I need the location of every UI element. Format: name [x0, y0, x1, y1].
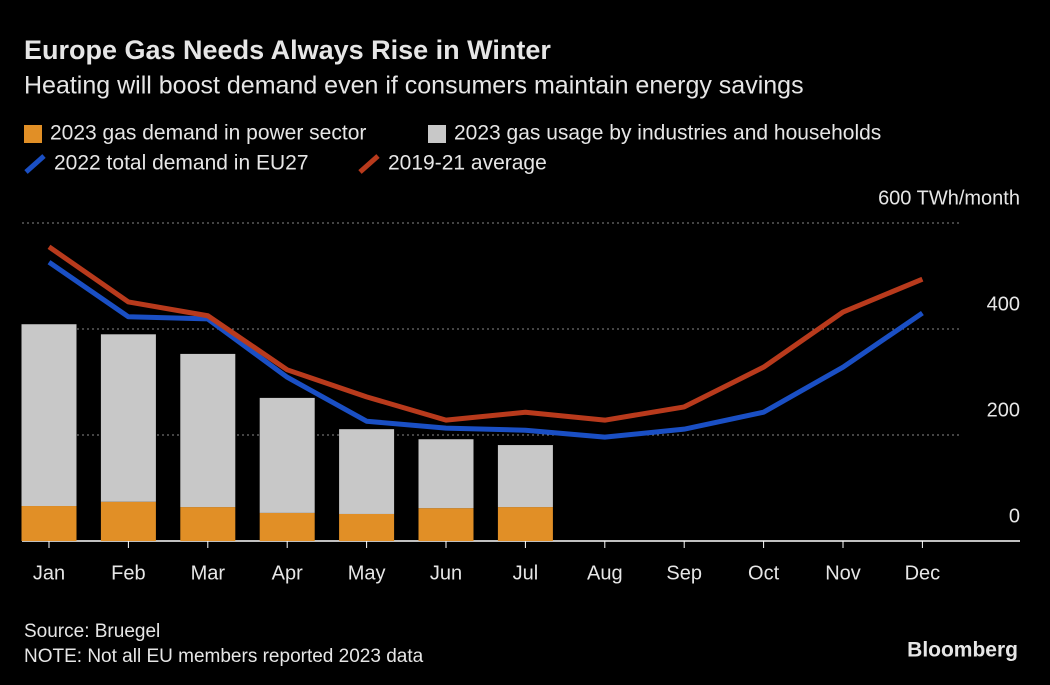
x-tick-label: Jun — [430, 562, 462, 584]
x-tick-label: Sep — [666, 562, 702, 584]
x-tick-label: Oct — [748, 562, 780, 584]
bar — [339, 429, 395, 514]
line — [47, 244, 924, 423]
y-tick-label: 600 TWh/month — [878, 187, 1020, 209]
chart-subtitle: Heating will boost demand even if consum… — [24, 72, 804, 100]
x-tick-label: Jul — [513, 562, 539, 584]
bar — [180, 353, 236, 508]
x-tick-label: Nov — [825, 562, 861, 584]
legend-swatch — [428, 125, 446, 143]
y-tick-label: 200 — [987, 399, 1020, 421]
bar — [259, 397, 315, 513]
source: Source: Bruegel — [24, 621, 160, 642]
legend-label: 2023 gas demand in power sector — [50, 122, 366, 145]
bar — [180, 507, 236, 541]
line — [47, 260, 924, 440]
x-tick-label: Jan — [33, 562, 65, 584]
legend-swatch — [24, 125, 42, 143]
legend-swatch — [24, 154, 46, 174]
bar — [100, 334, 156, 502]
legend-swatch — [358, 154, 380, 174]
bar — [418, 508, 474, 541]
legend-label: 2022 total demand in EU27 — [54, 152, 309, 175]
chart-title: Europe Gas Needs Always Rise in Winter — [24, 35, 551, 65]
x-tick-label: Aug — [587, 562, 623, 584]
bar — [100, 501, 156, 541]
x-tick-label: Dec — [905, 562, 941, 584]
x-tick-label: Feb — [111, 562, 145, 584]
y-tick-label: 0 — [1009, 505, 1020, 527]
bar — [497, 445, 553, 508]
bar — [259, 512, 315, 541]
legend-label: 2023 gas usage by industries and househo… — [454, 122, 881, 145]
bar — [339, 513, 395, 541]
y-tick-label: 400 — [987, 293, 1020, 315]
bar — [497, 507, 553, 541]
bar — [21, 324, 77, 507]
x-tick-label: May — [348, 562, 386, 584]
brand-logo: Bloomberg — [907, 639, 1018, 662]
x-tick-label: Apr — [272, 562, 303, 584]
legend-label: 2019-21 average — [388, 152, 547, 175]
note: NOTE: Not all EU members reported 2023 d… — [24, 646, 424, 667]
bar — [418, 439, 474, 509]
bar — [21, 506, 77, 541]
x-tick-label: Mar — [191, 562, 226, 584]
